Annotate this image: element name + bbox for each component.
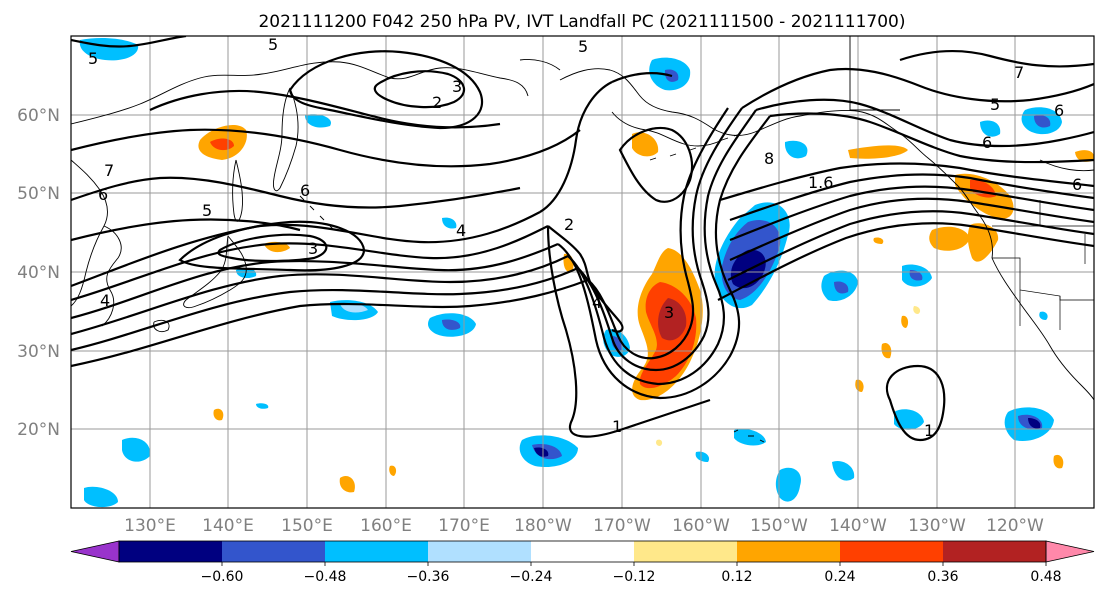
lon-label: 160°E xyxy=(360,516,412,536)
contour-label: 1.6 xyxy=(808,173,833,192)
contour-label: 1 xyxy=(924,421,934,440)
lat-label: 60°N xyxy=(17,106,60,126)
contour-label: 3 xyxy=(452,77,462,96)
colorbar-tick-label: −0.12 xyxy=(613,569,656,585)
contour-label: 5 xyxy=(268,35,278,54)
lon-label: 160°W xyxy=(672,516,730,536)
lon-label: 130°E xyxy=(124,516,176,536)
contour-label: 6 xyxy=(98,185,108,204)
lat-label: 20°N xyxy=(17,420,60,440)
colorbar-tick-label: −0.36 xyxy=(407,569,450,585)
contour-label: 8 xyxy=(764,149,774,168)
contour-label: 4 xyxy=(456,221,466,240)
lon-label: 140°E xyxy=(202,516,254,536)
contour-label: 5 xyxy=(88,49,98,68)
positive-shading xyxy=(198,125,1094,493)
contour-label: 5 xyxy=(578,37,588,56)
colorbar-tick-label: 0.12 xyxy=(721,569,752,585)
contour-label: 7 xyxy=(1014,63,1024,82)
colorbar-tick-label: 0.24 xyxy=(824,569,855,585)
colorbar-swatch xyxy=(119,541,222,562)
pv-contours xyxy=(71,36,1094,442)
contour-label: 5 xyxy=(202,201,212,220)
contour-label: 3 xyxy=(664,303,674,322)
colorbar-tick-label: 0.48 xyxy=(1030,569,1061,585)
lat-label: 30°N xyxy=(17,342,60,362)
colorbar: −0.60 −0.48 −0.36 −0.24 −0.12 0.12 0.24 0.36 0.4… xyxy=(70,540,1095,585)
colorbar-swatch xyxy=(428,541,531,562)
graticule xyxy=(71,36,1094,508)
map-frame xyxy=(70,35,1095,509)
colorbar-swatch xyxy=(840,541,943,562)
colorbar-tick-label: −0.60 xyxy=(201,569,244,585)
lon-label: 120°W xyxy=(986,516,1044,536)
contour-labels: 5 5 6 2 3 5 6 7 5 3 4 4 2 4 3 1 8 1.6 5 … xyxy=(88,35,1082,440)
colorbar-swatch xyxy=(222,541,325,562)
contour-label: 6 xyxy=(1072,175,1082,194)
lon-label: 150°E xyxy=(281,516,333,536)
colorbar-swatch xyxy=(943,541,1046,562)
colorbar-swatch xyxy=(737,541,840,562)
colorbar-extend-low xyxy=(70,540,120,563)
contour-label: 1 xyxy=(612,417,622,436)
lat-label: 50°N xyxy=(17,184,60,204)
contour-label: 2 xyxy=(564,215,574,234)
contour-label: 6 xyxy=(300,181,310,200)
contour-label: 6 xyxy=(1054,101,1064,120)
contour-label: 7 xyxy=(104,161,114,180)
contour-label: 5 xyxy=(990,95,1000,114)
lon-label: 170°E xyxy=(438,516,490,536)
contour-label: 3 xyxy=(308,239,318,258)
longitude-labels: 130°E 140°E 150°E 160°E 170°E 180°W 170°… xyxy=(124,516,1044,536)
contour-label: 4 xyxy=(592,293,602,312)
lon-label: 130°W xyxy=(908,516,966,536)
colorbar-tick-label: −0.48 xyxy=(304,569,347,585)
latitude-labels: 60°N 50°N 40°N 30°N 20°N xyxy=(17,106,60,440)
colorbar-tick-label: −0.24 xyxy=(510,569,553,585)
colorbar-swatch xyxy=(325,541,428,562)
lon-label: 170°W xyxy=(593,516,651,536)
lon-label: 180°W xyxy=(514,516,572,536)
colorbar-outline xyxy=(118,540,1047,563)
contour-label: 4 xyxy=(100,291,110,310)
colorbar-swatch xyxy=(634,541,737,562)
map-content: 5 5 6 2 3 5 6 7 5 3 4 4 2 4 3 1 8 1.6 5 … xyxy=(71,35,1094,508)
contour-label: 2 xyxy=(432,93,442,112)
lat-label: 40°N xyxy=(17,263,60,283)
contour-label: 6 xyxy=(982,133,992,152)
colorbar-tick-label: 0.36 xyxy=(927,569,958,585)
colorbar-swatch xyxy=(531,541,634,562)
colorbar-extend-high xyxy=(1045,540,1095,563)
lon-label: 140°W xyxy=(829,516,887,536)
map-title: 2021111200 F042 250 hPa PV, IVT Landfall… xyxy=(258,12,905,32)
lon-label: 150°W xyxy=(750,516,808,536)
